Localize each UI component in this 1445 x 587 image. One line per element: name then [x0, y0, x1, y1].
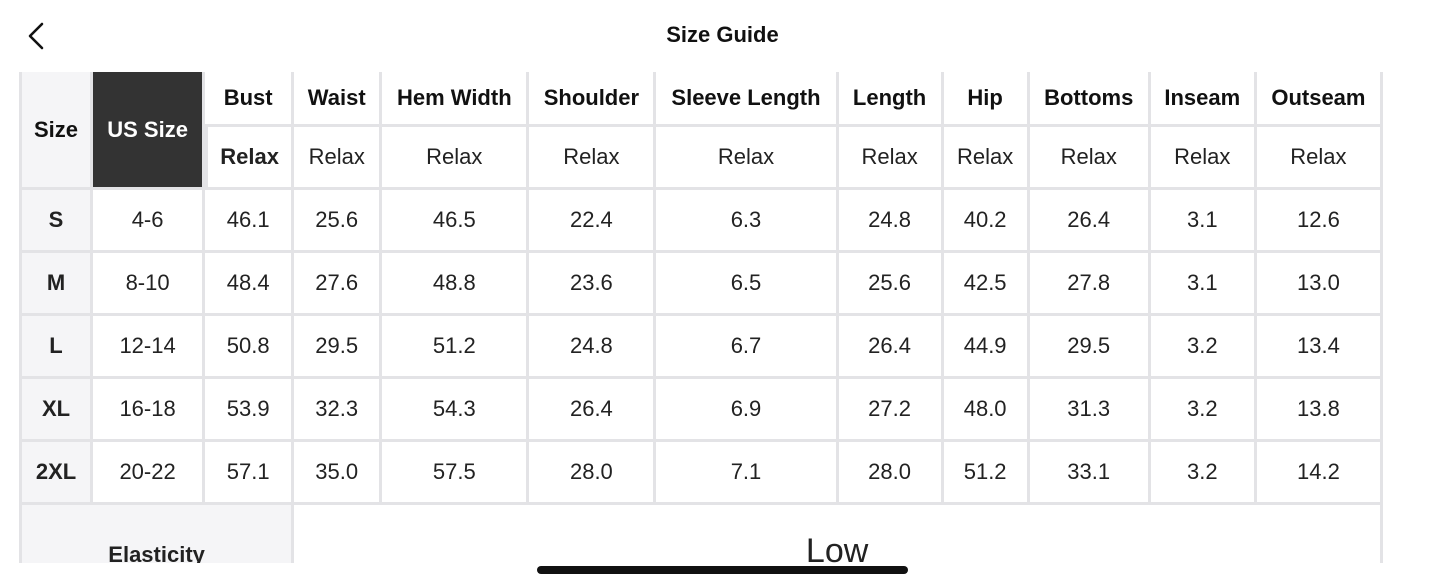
table-cell: 51.2 — [382, 316, 530, 379]
column-header-sleeve-length: Sleeve Length — [656, 72, 839, 127]
table-header-row: Size US Size Bust Waist Hem Width Should… — [19, 72, 1383, 190]
table-cell: 14.2 — [1256, 442, 1383, 505]
table-cell: 48.8 — [382, 253, 530, 316]
table-cell: 7.1 — [656, 442, 839, 505]
fit-label: Relax — [838, 127, 944, 190]
elasticity-label: Elasticity — [19, 505, 295, 563]
column-header-hem-width: Hem Width — [382, 72, 530, 127]
table-cell: 27.6 — [294, 253, 383, 316]
table-cell: 13.4 — [1256, 316, 1383, 379]
column-header-shoulder: Shoulder — [529, 72, 657, 127]
table-cell: 25.6 — [294, 190, 383, 253]
size-table: Size US Size Bust Waist Hem Width Should… — [19, 72, 1383, 563]
table-cell: 54.3 — [382, 379, 530, 442]
us-size-cell: 8-10 — [93, 253, 206, 316]
table-cell: 28.0 — [529, 442, 657, 505]
us-size-cell: 20-22 — [93, 442, 206, 505]
table-cell: 28.0 — [838, 442, 944, 505]
fit-label: Relax — [529, 127, 657, 190]
table-cell: 6.3 — [656, 190, 839, 253]
table-cell: 53.9 — [205, 379, 295, 442]
table-cell: 6.5 — [656, 253, 839, 316]
us-size-cell: 4-6 — [93, 190, 206, 253]
table-cell: 26.4 — [838, 316, 944, 379]
table-cell: 26.4 — [1029, 190, 1151, 253]
fit-label: Relax — [1256, 127, 1383, 190]
table-row: XL 16-18 53.9 32.3 54.3 26.4 6.9 27.2 48… — [19, 379, 1383, 442]
table-cell: 6.9 — [656, 379, 839, 442]
table-cell: 23.6 — [529, 253, 657, 316]
size-name-cell: XL — [19, 379, 94, 442]
table-cell: 32.3 — [294, 379, 383, 442]
column-header-bust: Bust — [205, 72, 295, 127]
table-cell: 40.2 — [943, 190, 1030, 253]
table-cell: 27.8 — [1029, 253, 1151, 316]
table-cell: 42.5 — [943, 253, 1030, 316]
column-header-hip: Hip — [943, 72, 1030, 127]
table-cell: 12.6 — [1256, 190, 1383, 253]
table-cell: 46.1 — [205, 190, 295, 253]
column-header-us-size: US Size — [93, 72, 206, 190]
table-cell: 3.2 — [1150, 442, 1257, 505]
chevron-left-icon — [28, 22, 44, 50]
column-header-size: Size — [19, 72, 94, 190]
back-button[interactable] — [18, 18, 54, 54]
table-cell: 33.1 — [1029, 442, 1151, 505]
column-header-waist: Waist — [294, 72, 383, 127]
table-cell: 29.5 — [1029, 316, 1151, 379]
table-cell: 3.1 — [1150, 253, 1257, 316]
fit-type-row: Relax Relax Relax Relax Relax Relax Rela… — [19, 127, 1383, 190]
size-name-cell: S — [19, 190, 94, 253]
table-cell: 25.6 — [838, 253, 944, 316]
column-header-outseam: Outseam — [1256, 72, 1383, 127]
fit-label: Relax — [294, 127, 383, 190]
page-title: Size Guide — [666, 22, 779, 47]
table-row: S 4-6 46.1 25.6 46.5 22.4 6.3 24.8 40.2 … — [19, 190, 1383, 253]
table-cell: 51.2 — [943, 442, 1030, 505]
header-bar: Size Guide — [0, 0, 1445, 72]
table-cell: 24.8 — [529, 316, 657, 379]
table-cell: 3.2 — [1150, 316, 1257, 379]
fit-label: Relax — [205, 127, 295, 190]
table-cell: 50.8 — [205, 316, 295, 379]
column-header-length: Length — [838, 72, 944, 127]
table-cell: 31.3 — [1029, 379, 1151, 442]
table-cell: 27.2 — [838, 379, 944, 442]
size-table-container[interactable]: Size US Size Bust Waist Hem Width Should… — [19, 72, 1383, 563]
table-cell: 6.7 — [656, 316, 839, 379]
table-row: 2XL 20-22 57.1 35.0 57.5 28.0 7.1 28.0 5… — [19, 442, 1383, 505]
table-cell: 46.5 — [382, 190, 530, 253]
table-cell: 57.5 — [382, 442, 530, 505]
table-cell: 57.1 — [205, 442, 295, 505]
table-cell: 24.8 — [838, 190, 944, 253]
table-row: L 12-14 50.8 29.5 51.2 24.8 6.7 26.4 44.… — [19, 316, 1383, 379]
column-header-inseam: Inseam — [1150, 72, 1257, 127]
table-cell: 29.5 — [294, 316, 383, 379]
table-cell: 3.1 — [1150, 190, 1257, 253]
us-size-cell: 16-18 — [93, 379, 206, 442]
table-cell: 13.8 — [1256, 379, 1383, 442]
us-size-cell: 12-14 — [93, 316, 206, 379]
table-cell: 13.0 — [1256, 253, 1383, 316]
table-row: M 8-10 48.4 27.6 48.8 23.6 6.5 25.6 42.5… — [19, 253, 1383, 316]
fit-label: Relax — [382, 127, 530, 190]
table-cell: 35.0 — [294, 442, 383, 505]
home-indicator[interactable] — [537, 566, 908, 574]
size-name-cell: M — [19, 253, 94, 316]
table-cell: 48.4 — [205, 253, 295, 316]
elasticity-row: Elasticity Low — [19, 505, 1383, 563]
fit-label: Relax — [943, 127, 1030, 190]
size-name-cell: L — [19, 316, 94, 379]
size-name-cell: 2XL — [19, 442, 94, 505]
elasticity-value: Low — [294, 505, 1383, 563]
table-cell: 26.4 — [529, 379, 657, 442]
table-cell: 48.0 — [943, 379, 1030, 442]
fit-label: Relax — [1150, 127, 1257, 190]
table-cell: 44.9 — [943, 316, 1030, 379]
fit-label: Relax — [1029, 127, 1151, 190]
table-cell: 22.4 — [529, 190, 657, 253]
table-cell: 3.2 — [1150, 379, 1257, 442]
fit-label: Relax — [656, 127, 839, 190]
column-header-bottoms: Bottoms — [1029, 72, 1151, 127]
